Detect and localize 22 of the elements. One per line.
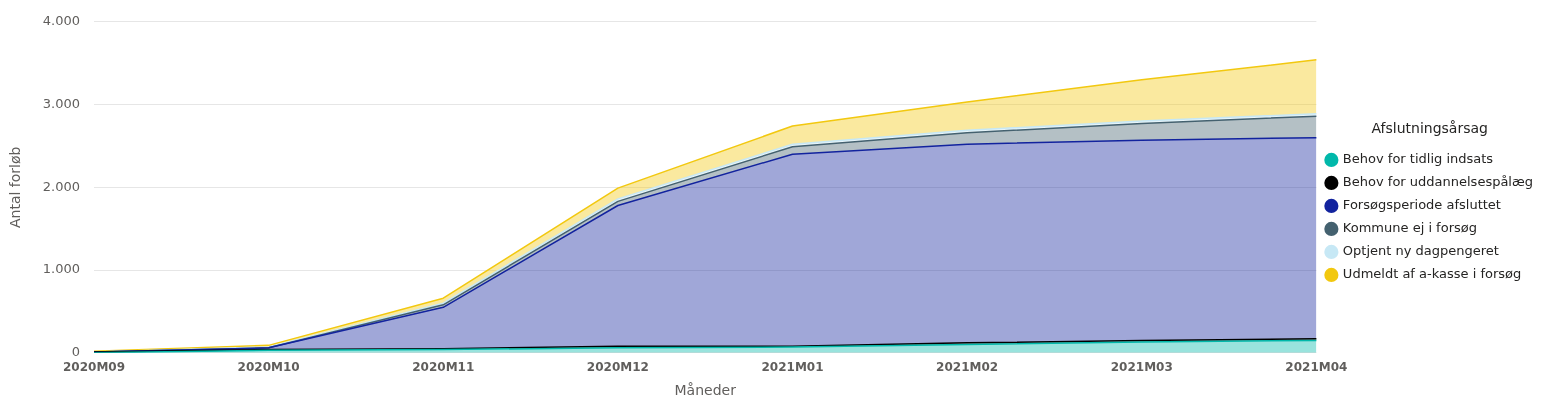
legend-label: Forsøgsperiode afsluttet bbox=[1342, 197, 1501, 213]
x-tick-label: 2021M01 bbox=[761, 360, 824, 375]
legend-label: Udmeldt af a-kasse i forsøg bbox=[1342, 266, 1522, 282]
legend-label: Behov for uddannelsespålæg bbox=[1342, 174, 1534, 190]
legend-title: Afslutningsårsag bbox=[1371, 120, 1488, 137]
y-tick-label: 4.000 bbox=[42, 13, 81, 29]
x-tick-label: 2020M11 bbox=[412, 360, 475, 375]
x-axis-title: Måneder bbox=[674, 382, 737, 399]
legend-label: Optjent ny dagpengeret bbox=[1342, 243, 1499, 259]
legend-label: Behov for tidlig indsats bbox=[1342, 151, 1494, 167]
x-tick-label: 2021M04 bbox=[1285, 360, 1348, 375]
x-tick-label: 2021M02 bbox=[936, 360, 999, 375]
y-tick-label: 3.000 bbox=[42, 95, 81, 111]
y-axis-title: Antal forløb bbox=[7, 146, 24, 229]
y-tick-label: 2.000 bbox=[42, 178, 81, 194]
x-tick-label: 2020M09 bbox=[62, 360, 126, 375]
y-tick-label: 1.000 bbox=[42, 261, 81, 277]
y-tick-label: 0 bbox=[71, 344, 81, 360]
x-tick-label: 2020M12 bbox=[586, 360, 649, 375]
x-tick-label: 2021M03 bbox=[1110, 360, 1173, 375]
legend-label: Kommune ej i forsøg bbox=[1342, 220, 1477, 236]
x-tick-label: 2020M10 bbox=[237, 360, 300, 375]
